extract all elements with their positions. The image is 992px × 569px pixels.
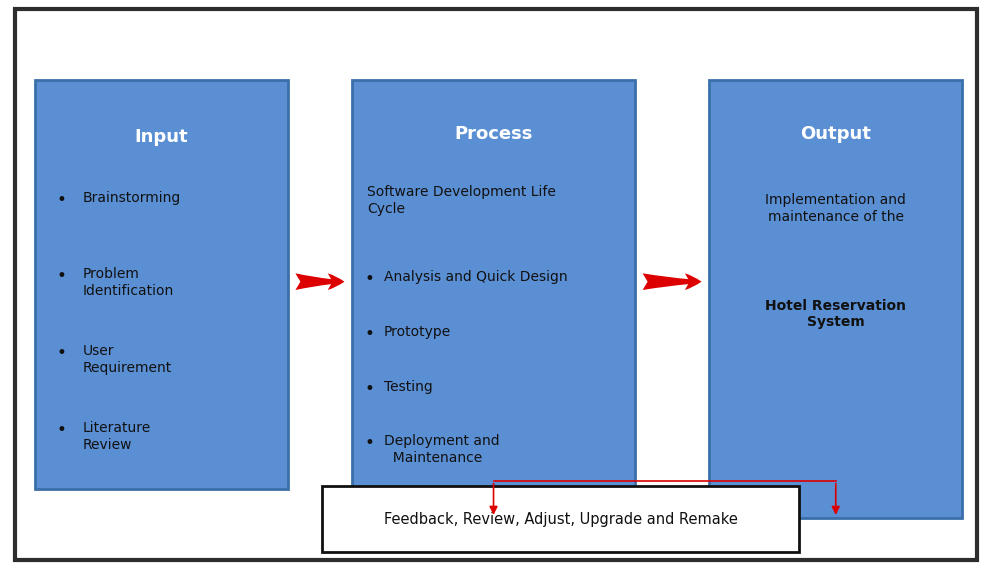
Text: Deployment and
  Maintenance: Deployment and Maintenance (384, 434, 500, 465)
Text: Testing: Testing (384, 380, 433, 394)
Bar (709, 80, 962, 518)
Text: Prototype: Prototype (384, 325, 451, 339)
Text: Input: Input (134, 127, 188, 146)
Text: •: • (57, 421, 66, 439)
Bar (35, 80, 288, 489)
Text: •: • (364, 380, 374, 398)
Bar (322, 486, 799, 552)
Text: •: • (364, 270, 374, 288)
Text: Hotel Reservation
System: Hotel Reservation System (765, 299, 907, 329)
Text: Literature
Review: Literature Review (82, 421, 151, 452)
Text: Process: Process (454, 125, 533, 143)
Text: Output: Output (801, 125, 871, 143)
Text: •: • (57, 191, 66, 209)
Text: Brainstorming: Brainstorming (82, 191, 181, 205)
Text: Analysis and Quick Design: Analysis and Quick Design (384, 270, 567, 284)
Text: Problem
Identification: Problem Identification (82, 267, 174, 298)
Text: •: • (364, 434, 374, 452)
Text: User
Requirement: User Requirement (82, 344, 172, 375)
Bar (352, 80, 635, 518)
Text: Software Development Life
Cycle: Software Development Life Cycle (367, 185, 556, 216)
Text: •: • (364, 325, 374, 343)
Text: •: • (57, 344, 66, 362)
Text: •: • (57, 267, 66, 286)
Text: Feedback, Review, Adjust, Upgrade and Remake: Feedback, Review, Adjust, Upgrade and Re… (384, 512, 737, 527)
Text: Implementation and
maintenance of the: Implementation and maintenance of the (765, 193, 907, 224)
